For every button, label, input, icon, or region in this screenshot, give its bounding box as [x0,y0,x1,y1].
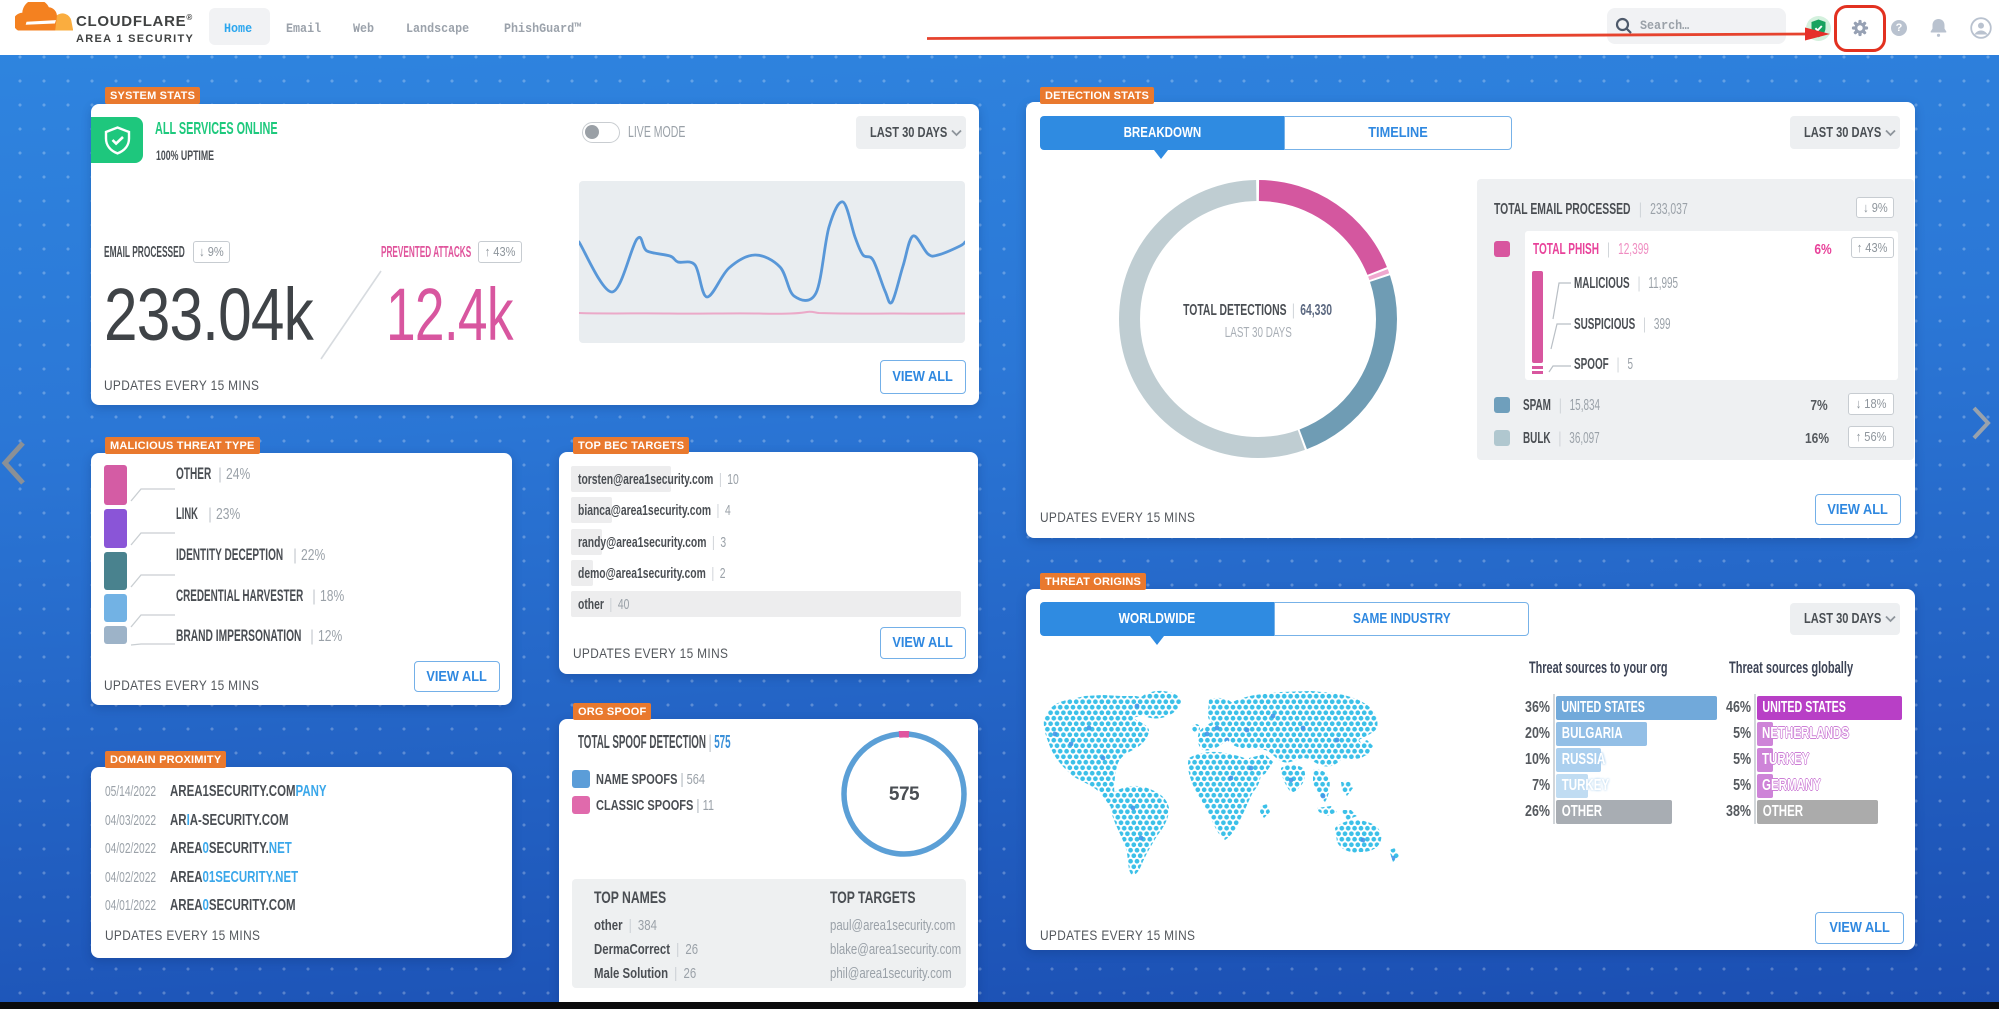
svg-text:575: 575 [889,784,920,805]
